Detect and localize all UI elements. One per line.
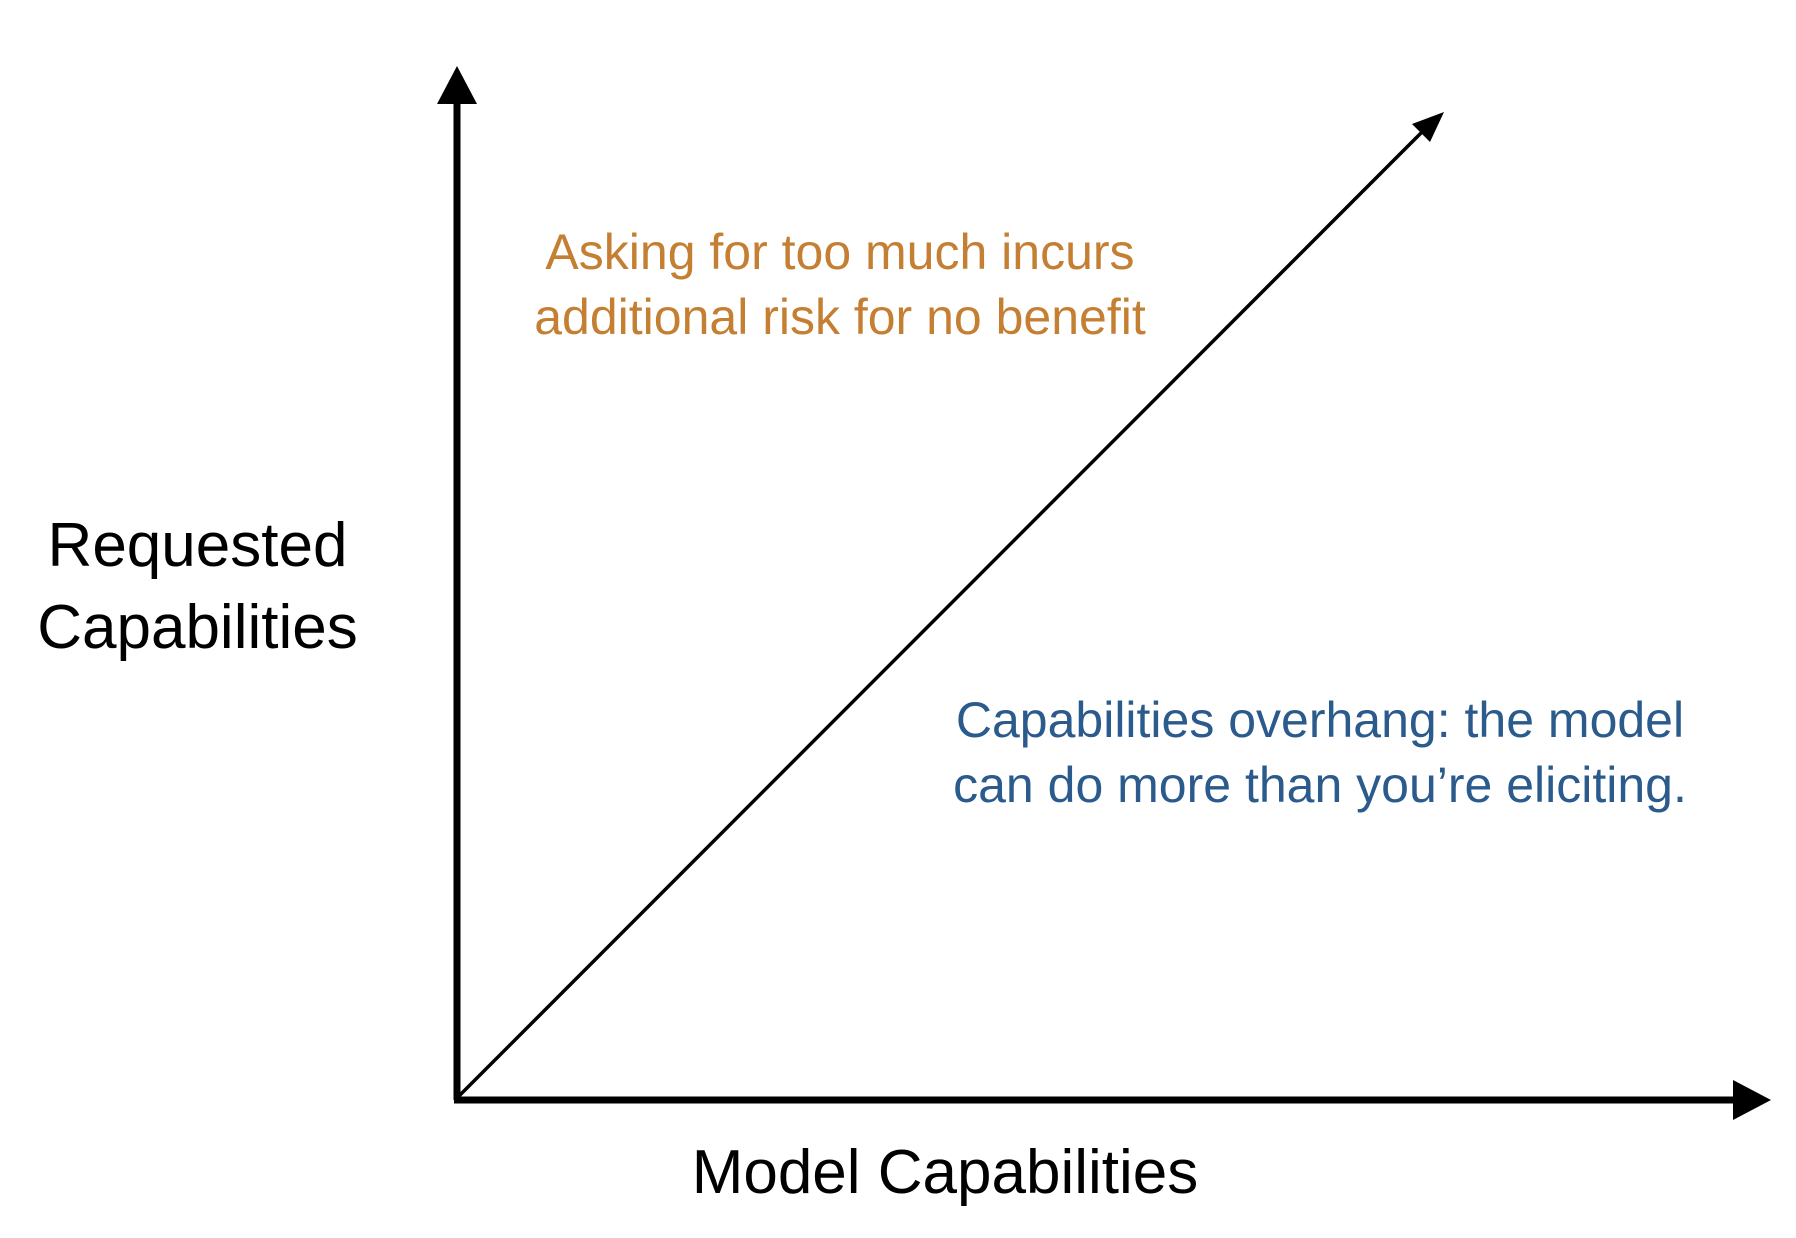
- diagonal-arrowhead: [1412, 112, 1444, 142]
- y-axis-label: Requested Capabilities: [0, 505, 395, 669]
- overhang-annotation-line-2: can do more than you’re eliciting.: [953, 757, 1687, 813]
- diagonal-line: [455, 126, 1428, 1100]
- y-axis-label-line-2: Capabilities: [37, 593, 358, 662]
- too-much-annotation-line-2: additional risk for no benefit: [534, 289, 1146, 345]
- y-axis-label-line-1: Requested: [47, 511, 348, 580]
- y-axis-arrowhead: [437, 66, 477, 104]
- too-much-annotation: Asking for too much incurs additional ri…: [470, 220, 1210, 350]
- overhang-annotation: Capabilities overhang: the model can do …: [880, 688, 1760, 818]
- x-axis-label: Model Capabilities: [691, 1138, 1199, 1207]
- too-much-annotation-line-1: Asking for too much incurs: [545, 224, 1135, 280]
- x-axis-arrowhead: [1733, 1080, 1771, 1120]
- overhang-annotation-line-1: Capabilities overhang: the model: [955, 692, 1685, 748]
